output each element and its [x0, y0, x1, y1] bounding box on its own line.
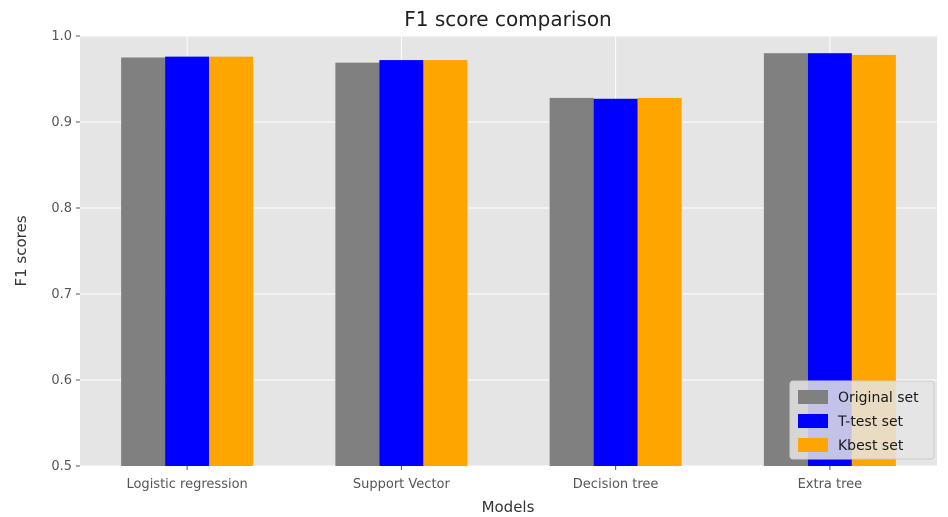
legend-label-1: T-test set — [837, 414, 904, 430]
x-axis-label: Models — [482, 498, 535, 516]
legend-swatch-1 — [798, 414, 828, 428]
bar-2-2 — [637, 97, 682, 467]
bar-2-1 — [423, 60, 468, 466]
x-tick-label-0: Logistic regression — [126, 477, 247, 492]
legend-label-2: Kbest set — [838, 438, 904, 454]
legend-swatch-2 — [798, 438, 828, 452]
x-axis-ticks: Logistic regression Support Vector Decisio… — [126, 466, 862, 492]
bar-0-0 — [121, 57, 166, 466]
y-tick-label-0: 0.5 — [51, 459, 72, 474]
x-tick-label-2: Decision tree — [573, 477, 659, 492]
bar-1-0 — [165, 56, 210, 466]
y-axis-ticks: 0.5 0.6 0.7 0.8 0.9 1.0 — [51, 29, 80, 474]
x-tick-label-3: Extra tree — [798, 477, 863, 492]
y-tick-label-3: 0.8 — [51, 201, 72, 216]
y-tick-label-1: 0.6 — [51, 373, 72, 388]
bar-1-1 — [379, 60, 424, 466]
chart-title: F1 score comparison — [404, 7, 611, 31]
legend-swatch-0 — [798, 390, 828, 404]
y-tick-label-2: 0.7 — [51, 287, 72, 302]
bar-0-1 — [335, 62, 380, 466]
y-axis-label: F1 scores — [12, 215, 30, 286]
bar-2-0 — [209, 56, 254, 466]
bar-0-2 — [549, 97, 594, 467]
legend-label-0: Original set — [838, 390, 919, 406]
y-tick-label-4: 0.9 — [51, 115, 72, 130]
x-tick-label-1: Support Vector — [353, 477, 451, 492]
bar-1-2 — [593, 98, 638, 466]
legend: Original set T-test set Kbest set — [789, 380, 935, 460]
y-tick-label-5: 1.0 — [51, 29, 72, 44]
